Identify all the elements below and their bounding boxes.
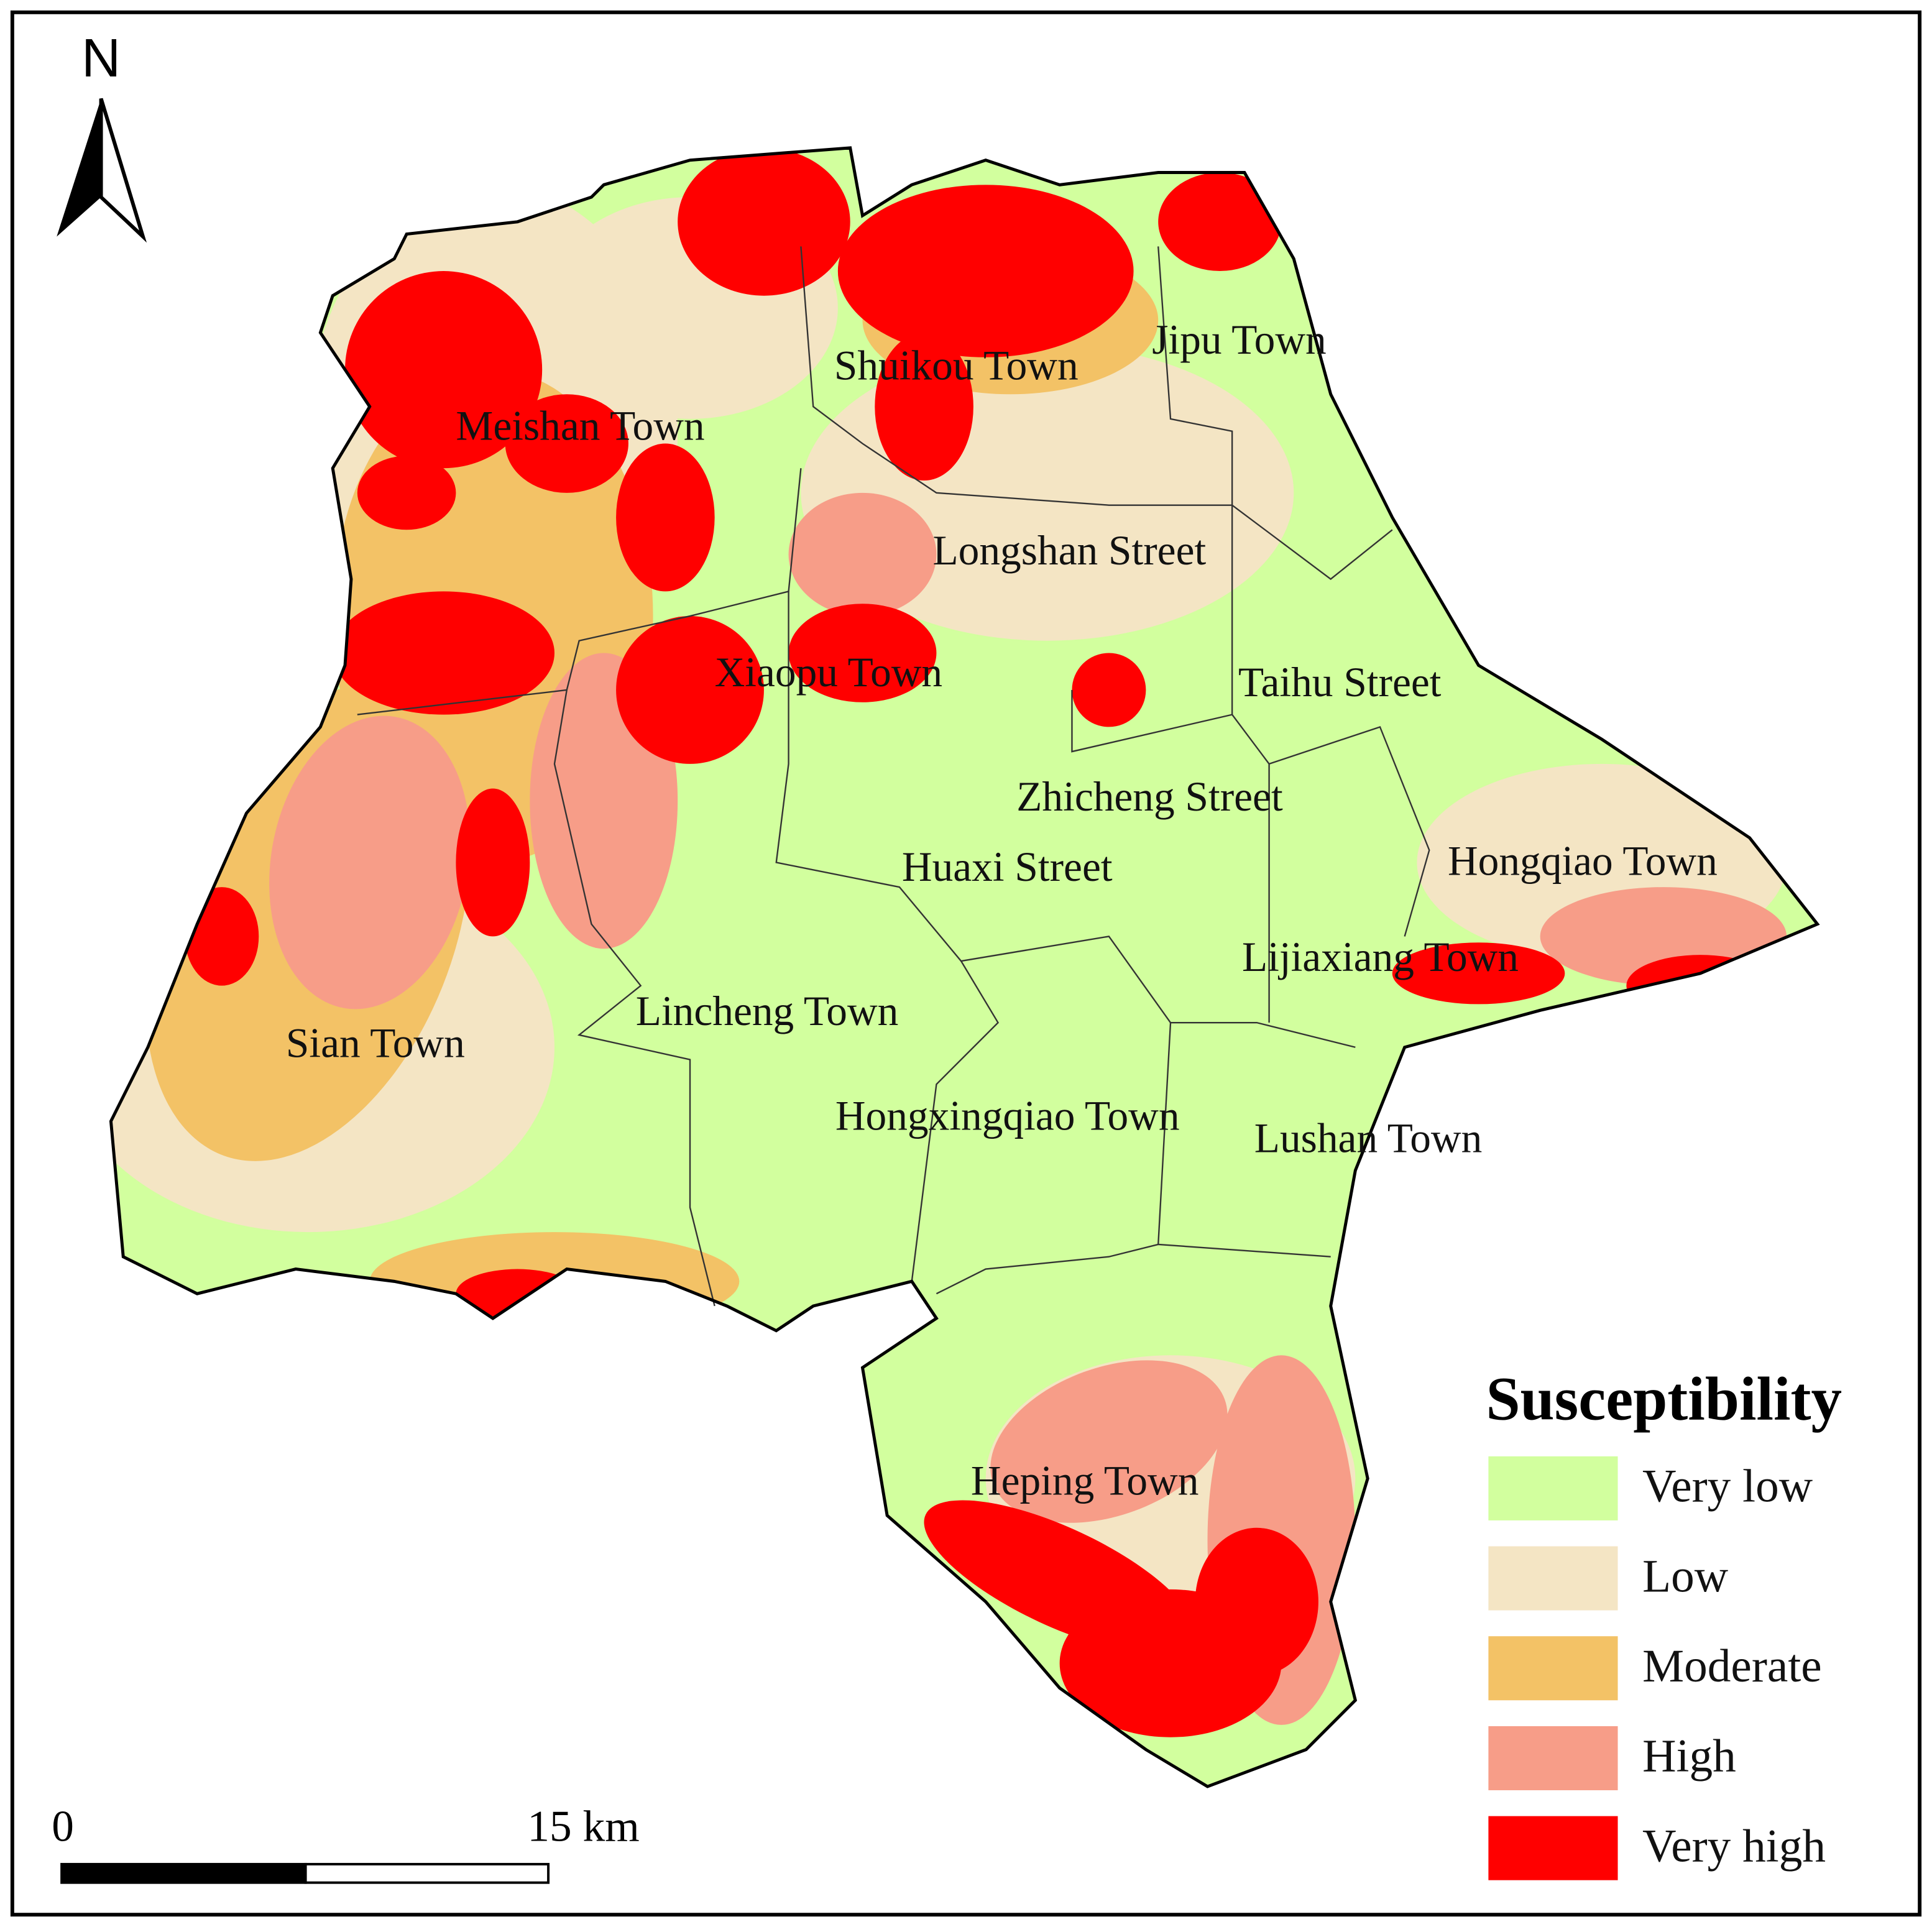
- risk-zone: [678, 147, 850, 296]
- boundary: [800, 246, 1393, 581]
- boundary: [1158, 1243, 1331, 1258]
- legend-swatch: [1488, 1546, 1618, 1611]
- north-arrow: N: [57, 28, 147, 243]
- risk-zone: [345, 271, 543, 469]
- boundary: [553, 689, 715, 1307]
- legend-label: Very high: [1642, 1820, 1826, 1872]
- risk-zone: [837, 185, 1134, 357]
- legend-swatch: [1488, 1636, 1618, 1701]
- scale-bar: 0 15 km: [52, 1801, 640, 1884]
- risk-zone: [875, 333, 973, 481]
- risk-zone: [990, 1360, 1228, 1523]
- north-arrow-right: [99, 98, 147, 243]
- place-label: Shuikou Town: [834, 342, 1079, 389]
- risk-zone: [1392, 942, 1565, 1005]
- north-label: N: [81, 28, 121, 88]
- risk-zone: [357, 456, 456, 530]
- legend-swatch: [1488, 1456, 1618, 1520]
- risk-zone: [333, 591, 554, 715]
- legend-label: Very low: [1642, 1461, 1813, 1512]
- risk-zone: [1158, 172, 1282, 272]
- scale-end-label: 15 km: [527, 1801, 639, 1851]
- legend-swatch: [1488, 1726, 1618, 1790]
- boundary: [1157, 246, 1233, 505]
- risk-zone: [616, 443, 715, 592]
- risk-zone: [1195, 1527, 1318, 1676]
- risk-zone: [1072, 653, 1146, 727]
- legend: Susceptibility Very lowLowModerateHighVe…: [1486, 1365, 1842, 1880]
- risk-zone: [505, 394, 628, 493]
- place-labels: Jipu Town Shuikou Town Meishan Town Long…: [286, 316, 1718, 1504]
- boundary: [1071, 689, 1233, 753]
- boundary: [1231, 505, 1270, 1023]
- scale-start-label: 0: [52, 1801, 74, 1851]
- legend-label: High: [1642, 1731, 1736, 1782]
- risk-zone: [616, 616, 764, 764]
- boundaries: [111, 148, 1817, 1787]
- legend-items: Very low Low Moderate High Very high: [1488, 1456, 1826, 1880]
- risk-zone: [269, 715, 471, 1009]
- place-label: Sian Town: [286, 1020, 465, 1067]
- place-label: Zhicheng Street: [1016, 773, 1283, 820]
- place-label: Lincheng Town: [636, 988, 899, 1034]
- risk-zone: [456, 788, 530, 937]
- legend-swatch: [1488, 1816, 1618, 1880]
- north-arrow-left: [57, 98, 101, 237]
- place-label: Heping Town: [971, 1457, 1198, 1504]
- place-label: Jipu Town: [1152, 316, 1326, 363]
- place-label: Meishan Town: [456, 403, 704, 449]
- legend-title: Susceptibility: [1486, 1365, 1842, 1433]
- place-label: Lushan Town: [1254, 1115, 1482, 1161]
- boundary: [936, 1023, 1172, 1295]
- place-label: Lijiaxiang Town: [1242, 934, 1519, 980]
- boundary: [357, 468, 802, 715]
- place-label: Xiaopu Town: [715, 649, 942, 696]
- place-label: Taihu Street: [1238, 659, 1442, 706]
- legend-label: Low: [1642, 1550, 1729, 1602]
- scale-bar-black: [60, 1862, 307, 1884]
- boundary: [911, 960, 1000, 1282]
- risk-zone: [788, 492, 937, 617]
- place-label: Hongxingqiao Town: [835, 1093, 1180, 1139]
- legend-label: Moderate: [1642, 1640, 1822, 1692]
- place-label: Huaxi Street: [902, 844, 1113, 890]
- place-label: Hongqiao Town: [1448, 837, 1718, 884]
- place-label: Longshan Street: [932, 527, 1206, 574]
- risk-zone: [788, 604, 937, 702]
- scale-bar-white: [304, 1862, 550, 1884]
- boundary: [1269, 725, 1430, 937]
